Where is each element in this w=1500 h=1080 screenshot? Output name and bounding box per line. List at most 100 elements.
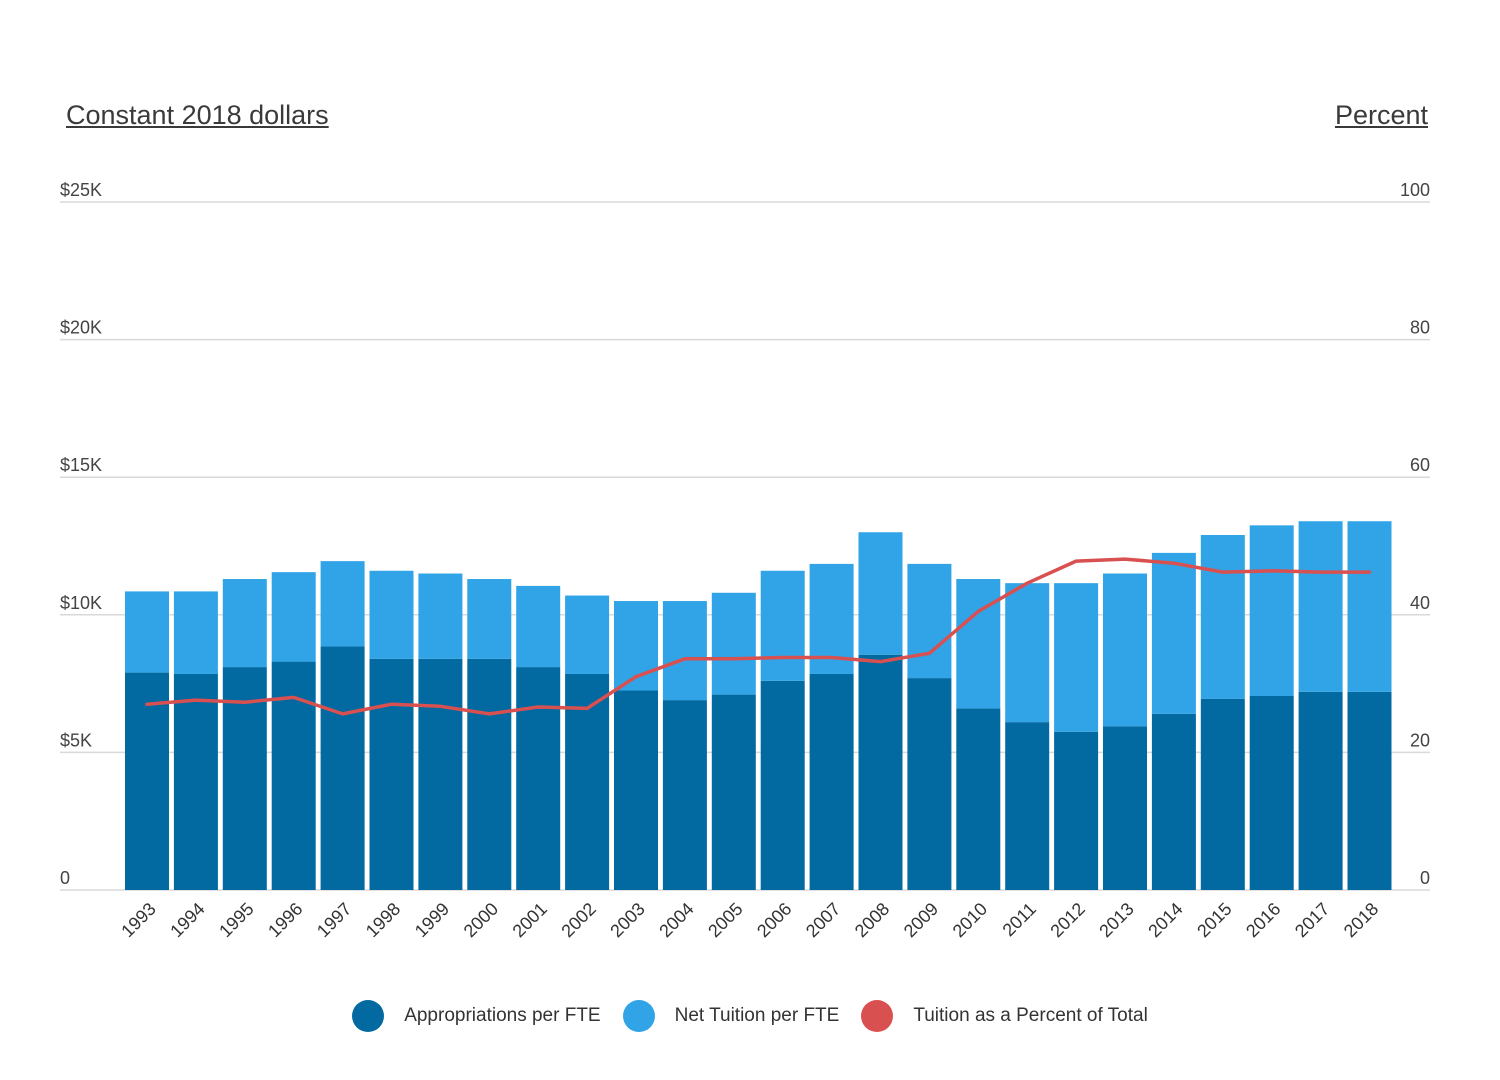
bar-net-tuition	[1347, 521, 1392, 692]
x-tick-label: 2007	[802, 899, 844, 941]
x-tick-label: 2004	[655, 899, 697, 941]
bar-net-tuition	[1103, 573, 1147, 727]
bar-net-tuition	[418, 573, 463, 659]
bar-appropriations	[956, 708, 1001, 890]
bar-appropriations	[1347, 691, 1392, 890]
bars	[125, 521, 1392, 890]
x-tick-label: 2016	[1242, 899, 1284, 941]
right-tick-label: 60	[1410, 455, 1430, 475]
tuition-percent-line	[145, 557, 1372, 716]
x-tick-label: 2000	[460, 899, 502, 941]
x-tick-label: 2006	[753, 899, 795, 941]
bar-net-tuition	[173, 591, 218, 674]
bar-net-tuition	[858, 532, 903, 655]
x-tick-label: 2009	[900, 899, 942, 941]
bar-net-tuition	[565, 595, 610, 674]
bar-net-tuition	[809, 563, 854, 674]
legend-swatch-net-tuition	[622, 1000, 655, 1032]
x-tick-label: 1994	[166, 899, 208, 941]
x-tick-label: 2001	[509, 899, 551, 941]
bar-appropriations	[662, 700, 707, 890]
x-tick-label: 1998	[362, 899, 404, 941]
legend-item-net-tuition: Net Tuition per FTE	[622, 1000, 840, 1032]
bar-appropriations	[760, 680, 805, 890]
bar-appropriations	[907, 678, 952, 890]
legend-label-tuition-percent: Tuition as a Percent of Total	[913, 1005, 1148, 1026]
x-tick-label: 2011	[999, 899, 1041, 941]
bar-appropriations	[858, 654, 903, 890]
x-tick-label: 2018	[1340, 899, 1382, 941]
left-tick-label: $25K	[60, 180, 102, 200]
legend-item-tuition-percent: Tuition as a Percent of Total	[861, 1000, 1148, 1032]
bar-net-tuition	[1200, 534, 1245, 699]
bar-appropriations	[711, 694, 756, 890]
x-tick-label: 2005	[704, 899, 746, 941]
bar-net-tuition	[760, 570, 805, 681]
bar-net-tuition	[1054, 583, 1099, 732]
bar-appropriations	[369, 658, 414, 890]
left-tick-label: $20K	[60, 318, 102, 338]
x-tick-label: 2010	[949, 899, 991, 941]
bar-net-tuition	[320, 561, 365, 647]
bar-appropriations	[418, 658, 463, 890]
bar-appropriations	[516, 667, 561, 890]
bar-net-tuition	[1298, 521, 1343, 692]
bar-net-tuition	[125, 591, 169, 673]
bar-net-tuition	[516, 585, 561, 668]
bar-net-tuition	[271, 572, 316, 662]
x-axis-labels: 1993 1994 1995 1996 1997 1998 1999 2000 2001 2002…	[117, 899, 1382, 941]
bar-net-tuition	[1249, 525, 1294, 696]
x-tick-label: 2002	[557, 899, 599, 941]
x-tick-label: 2003	[606, 899, 648, 941]
bar-appropriations	[1298, 691, 1343, 890]
bar-net-tuition	[222, 579, 267, 668]
bar-net-tuition	[956, 579, 1001, 709]
bar-net-tuition	[369, 570, 414, 659]
legend-swatch-tuition-percent	[861, 1000, 894, 1032]
right-tick-label: 80	[1410, 318, 1430, 338]
bar-appropriations	[1054, 731, 1099, 890]
bar-appropriations	[1103, 726, 1147, 890]
bar-net-tuition	[1151, 552, 1196, 714]
left-tick-label: $10K	[60, 593, 102, 613]
x-tick-label: 2014	[1144, 899, 1186, 941]
bar-net-tuition	[467, 579, 512, 659]
bar-appropriations	[173, 673, 218, 890]
legend-item-appropriations: Appropriations per FTE	[352, 1000, 601, 1032]
x-tick-label: 1999	[411, 899, 453, 941]
x-tick-label: 1996	[264, 899, 306, 941]
bar-appropriations	[320, 646, 365, 890]
bar-net-tuition	[907, 563, 952, 679]
x-tick-label: 2012	[1046, 899, 1088, 941]
legend-swatch-appropriations	[352, 1000, 385, 1032]
x-tick-label: 2008	[851, 899, 893, 941]
left-tick-label: 0	[60, 868, 70, 888]
legend: Appropriations per FTE Net Tuition per F…	[0, 1000, 1500, 1032]
x-tick-label: 2015	[1193, 899, 1235, 941]
right-axis-title: Percent	[1334, 100, 1428, 130]
bar-appropriations	[1005, 722, 1050, 890]
bar-appropriations	[1151, 713, 1196, 890]
bar-appropriations	[1200, 698, 1245, 890]
left-axis-ticks: 0 $5K $10K $15K $20K $25K	[60, 180, 102, 888]
bar-appropriations	[809, 673, 854, 890]
right-tick-label: 100	[1400, 180, 1430, 200]
right-tick-label: 20	[1410, 730, 1430, 750]
bar-appropriations	[467, 658, 512, 890]
legend-label-net-tuition: Net Tuition per FTE	[674, 1005, 840, 1026]
bar-net-tuition	[662, 601, 707, 701]
bar-appropriations	[125, 672, 169, 890]
bar-net-tuition	[1005, 583, 1050, 723]
bar-net-tuition	[711, 592, 756, 695]
left-tick-label: $5K	[60, 730, 92, 750]
left-tick-label: $15K	[60, 455, 102, 475]
x-tick-label: 1997	[313, 899, 355, 941]
x-tick-label: 1995	[215, 899, 257, 941]
bar-appropriations	[222, 667, 267, 890]
bar-appropriations	[614, 690, 658, 890]
right-axis-ticks: 0 20 40 60 80 100	[1400, 180, 1430, 888]
right-tick-label: 0	[1420, 868, 1430, 888]
right-tick-label: 40	[1410, 593, 1430, 613]
